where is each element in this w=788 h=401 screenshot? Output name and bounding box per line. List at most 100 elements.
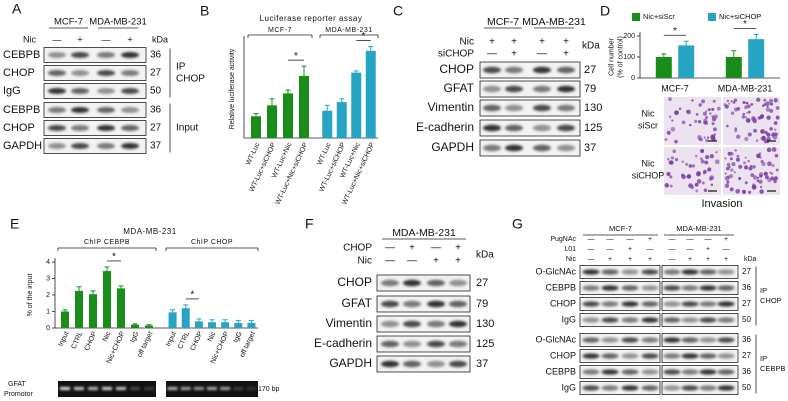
- blot-band: [582, 353, 600, 359]
- cell: [664, 183, 670, 188]
- blot-strip: [376, 335, 471, 353]
- blot-strip: [479, 61, 581, 79]
- gel-band: [233, 387, 244, 390]
- blot-band: [601, 285, 619, 291]
- image-caption: Invasion: [702, 198, 743, 210]
- bar: [267, 105, 277, 138]
- cell: [770, 102, 773, 106]
- bar: [61, 311, 69, 328]
- cell: [697, 172, 702, 176]
- blot-strip: [43, 102, 147, 118]
- blot-strip: [579, 313, 661, 327]
- blot-band: [505, 104, 523, 112]
- cell: [702, 111, 707, 116]
- molecular-weight: 130: [584, 102, 602, 114]
- cell: [706, 136, 710, 139]
- panel-label: C: [393, 3, 403, 19]
- cell: [773, 176, 778, 181]
- condition-label: Nic: [23, 34, 36, 44]
- condition-sign: —: [385, 256, 395, 267]
- error-bar: [753, 34, 759, 40]
- blot-band: [663, 269, 681, 275]
- cell: [756, 153, 761, 159]
- condition-sign: +: [608, 256, 612, 263]
- cell: [760, 114, 764, 118]
- bar: [322, 110, 333, 138]
- blot-strip: [579, 381, 661, 395]
- blot-band: [641, 317, 659, 323]
- cell: [703, 188, 708, 193]
- blot-row-label: CHOP: [439, 62, 474, 76]
- blot-row-label: IgG: [3, 85, 21, 97]
- blot-row-label: E-cadherin: [314, 336, 372, 350]
- bar: [365, 50, 376, 139]
- significance-mark: *: [743, 19, 747, 30]
- cell: [703, 136, 706, 139]
- gel-band: [167, 387, 178, 390]
- cell: [759, 185, 763, 189]
- cell: [756, 97, 761, 102]
- gel-band: [60, 387, 70, 390]
- x-tick-label: IgG: [129, 331, 140, 344]
- cell: [678, 107, 682, 111]
- cell: [670, 127, 676, 132]
- blot-band: [663, 353, 681, 359]
- cell: [738, 164, 743, 169]
- blot-band: [449, 279, 467, 287]
- blot-band: [699, 337, 717, 343]
- error-bar: [132, 323, 138, 325]
- blot-row-label: CEBPB: [545, 282, 576, 292]
- blot-band: [699, 353, 717, 359]
- blot-band: [621, 301, 639, 307]
- blot-band: [681, 385, 699, 391]
- blot-strip: [43, 138, 147, 154]
- cell: [725, 166, 730, 171]
- bar: [75, 290, 83, 328]
- cell: [735, 188, 740, 194]
- bar: [725, 57, 742, 78]
- blot-band: [582, 301, 600, 307]
- cell: [724, 176, 730, 181]
- microscopy-image: [723, 147, 780, 195]
- blot-strip: [43, 47, 147, 63]
- x-tick-label: MCF-7: [661, 83, 689, 93]
- blot-strip: [43, 120, 147, 136]
- bar: [251, 116, 261, 138]
- cell: [761, 161, 766, 167]
- cell: [750, 103, 753, 106]
- section-label: IP: [760, 354, 767, 363]
- group-label: MDA-MB-231: [392, 227, 456, 239]
- cell: [694, 119, 698, 123]
- gel-band: [246, 387, 257, 390]
- bar: [351, 72, 362, 138]
- molecular-weight: 50: [742, 315, 751, 324]
- blot-band: [699, 269, 717, 275]
- blot-strip: [579, 297, 661, 311]
- blot-band: [621, 385, 639, 391]
- panel-label: A: [12, 1, 22, 17]
- condition-label: siCHOP: [438, 49, 474, 60]
- cell: [736, 106, 741, 111]
- y-axis-label: Relative luciferase activity: [229, 48, 236, 129]
- bar: [748, 39, 765, 78]
- cell: [764, 175, 769, 180]
- x-tick-label: MDA-MB-231: [718, 83, 773, 93]
- x-tick-label: CTRL: [70, 331, 84, 351]
- panel-label: G: [512, 216, 523, 232]
- blot-band: [505, 85, 523, 93]
- molecular-weight: 36: [150, 50, 162, 61]
- significance-mark: *: [190, 290, 194, 301]
- bar: [283, 93, 293, 138]
- blot-band: [621, 269, 639, 275]
- blot-band: [381, 360, 399, 368]
- cell: [765, 101, 770, 106]
- molecular-weight: 125: [584, 122, 602, 134]
- blot-row-label: IgG: [561, 314, 576, 324]
- blot-row-label: IgG: [561, 382, 576, 392]
- cell: [741, 115, 746, 119]
- chart-title: Luciferase reporter assay: [260, 14, 363, 23]
- blot-band: [582, 317, 600, 323]
- cell: [705, 155, 710, 160]
- cell: [695, 189, 699, 193]
